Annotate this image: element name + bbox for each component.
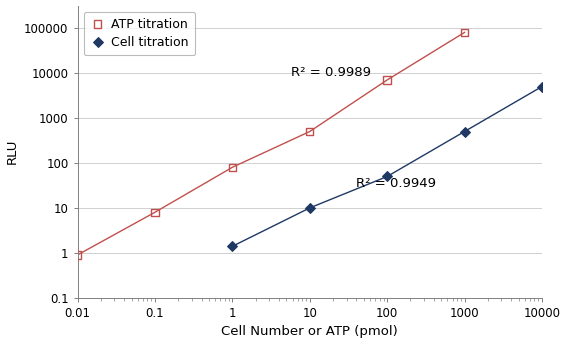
ATP titration	[73, 252, 82, 258]
Cell titration	[537, 84, 546, 89]
ATP titration	[383, 77, 392, 83]
ATP titration	[151, 209, 160, 215]
Cell titration	[305, 205, 314, 211]
ATP titration	[460, 30, 469, 35]
ATP titration	[305, 129, 314, 134]
Cell titration	[460, 129, 469, 134]
Cell titration	[228, 244, 237, 249]
Legend: ATP titration, Cell titration: ATP titration, Cell titration	[84, 12, 195, 55]
Text: R² = 0.9949: R² = 0.9949	[356, 177, 436, 190]
Text: R² = 0.9989: R² = 0.9989	[291, 66, 371, 79]
X-axis label: Cell Number or ATP (pmol): Cell Number or ATP (pmol)	[221, 325, 398, 338]
ATP titration	[228, 164, 237, 170]
Cell titration	[383, 174, 392, 179]
Y-axis label: RLU: RLU	[6, 139, 19, 164]
